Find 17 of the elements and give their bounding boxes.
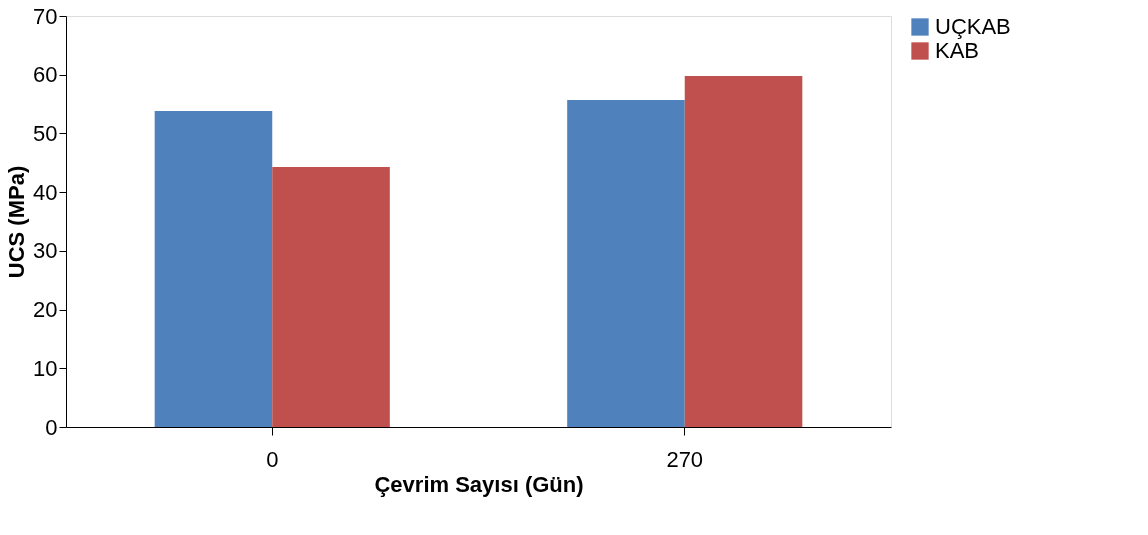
y-tick-label: 60 [33,62,58,88]
bar [272,166,390,427]
y-tick-label: 70 [33,3,58,29]
y-tick-label: 20 [33,297,58,323]
y-tick-label: 0 [45,414,58,440]
x-tick-label: 270 [666,446,704,472]
bar [567,99,685,427]
bar [154,111,273,427]
legend-label: UÇKAB [935,14,1011,39]
x-axis-title: Çevrim Sayısı (Gün) [374,471,584,497]
bar [684,75,803,427]
y-axis-title: UCS (MPa) [4,165,30,279]
y-tick-label: 10 [33,355,58,381]
y-tick-label: 40 [33,179,58,205]
y-tick-label: 30 [33,238,58,264]
y-tick-label: 50 [33,120,58,146]
legend-label: KAB [935,38,980,63]
